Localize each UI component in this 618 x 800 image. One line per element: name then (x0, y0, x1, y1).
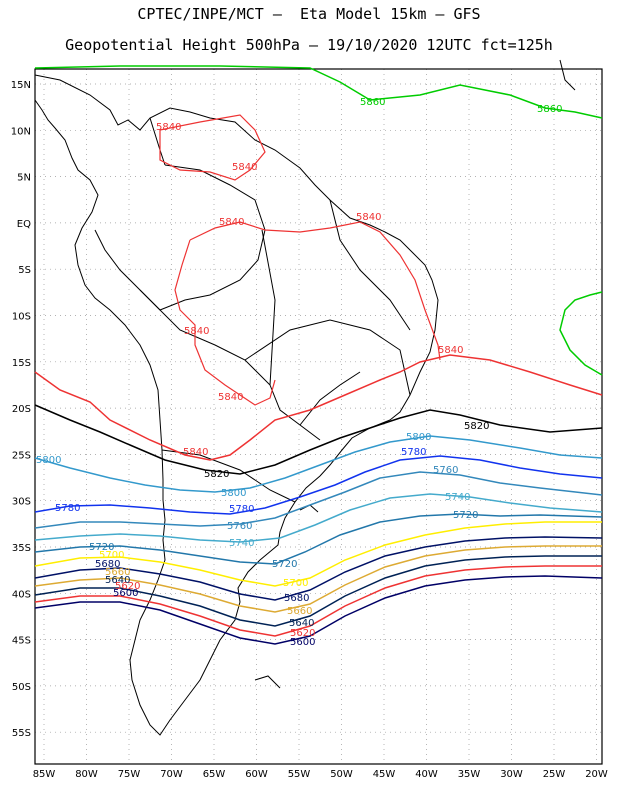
contour-5700 (34, 521, 602, 587)
title-line-1: CPTEC/INPE/MCT – Eta Model 15km – GFS (137, 5, 481, 23)
lon-label: 50W (330, 769, 353, 780)
label-5780-b: 5780 (55, 503, 80, 514)
lon-label: 40W (415, 769, 438, 780)
contour-5860-east (559, 291, 603, 376)
label-5820-b: 5820 (204, 469, 229, 480)
label-5660-b: 5660 (287, 606, 312, 617)
label-5840-g: 5840 (218, 392, 243, 403)
lon-label: 65W (203, 769, 226, 780)
lat-label: 50S (12, 682, 31, 693)
label-5780-c: 5780 (229, 504, 254, 515)
label-5840-b: 5840 (232, 162, 257, 173)
lat-label: 5N (17, 173, 31, 184)
label-5760-b: 5760 (227, 521, 252, 532)
contour-5660 (34, 545, 602, 613)
label-5840-h: 5840 (183, 447, 208, 458)
lat-label: 25S (12, 450, 31, 461)
label-5840-f: 5840 (438, 345, 463, 356)
label-5640-a: 5640 (105, 575, 130, 586)
label-5780-a: 5780 (401, 447, 426, 458)
contour-5840 (34, 354, 603, 461)
lat-label: 45S (12, 636, 31, 647)
lon-label: 35W (458, 769, 481, 780)
graticule (35, 69, 602, 764)
label-5620-b: 5620 (290, 628, 315, 639)
lat-label: 55S (12, 728, 31, 739)
lon-label: 55W (288, 769, 311, 780)
contour-5820 (34, 404, 603, 475)
contour-5740 (34, 493, 603, 543)
contour-5800 (34, 435, 603, 493)
lat-label: 5S (18, 265, 31, 276)
lat-label: 10S (12, 312, 31, 323)
label-5700-a: 5700 (99, 550, 124, 561)
contour-5680 (34, 536, 603, 601)
contour-5760 (34, 471, 603, 529)
label-5660-a: 5660 (105, 567, 130, 578)
label-5600-a: 5600 (113, 588, 138, 599)
contour-5780 (34, 455, 603, 515)
label-5840-a: 5840 (156, 122, 181, 133)
label-5700-b: 5700 (283, 578, 308, 589)
lat-label: 20S (12, 404, 31, 415)
contour-5840-inner (159, 114, 266, 181)
label-5760-a: 5760 (433, 465, 458, 476)
label-5680-a: 5680 (95, 559, 120, 570)
label-5740-b: 5740 (229, 538, 254, 549)
label-5840-e: 5840 (184, 326, 209, 337)
title-line-2: Geopotential Height 500hPa – 19/10/2020 … (65, 36, 553, 54)
lon-label: 75W (118, 769, 141, 780)
map-frame (34, 68, 603, 765)
lon-label: 45W (373, 769, 396, 780)
label-5720-b: 5720 (89, 542, 114, 553)
contour-5860-north (34, 65, 603, 119)
lat-label: 35S (12, 543, 31, 554)
contour-5840-west (174, 239, 276, 406)
lat-label: 15S (12, 358, 31, 369)
lat-label: 30S (12, 497, 31, 508)
label-5820-a: 5820 (464, 421, 489, 432)
coastline (34, 59, 576, 736)
lon-label: 60W (245, 769, 268, 780)
lat-label: 40S (12, 589, 31, 600)
contour-5840-amazon (189, 221, 441, 361)
contour-5720 (34, 513, 603, 565)
lon-label: 20W (585, 769, 608, 780)
label-5720-a: 5720 (453, 510, 478, 521)
label-5800-b: 5800 (406, 432, 431, 443)
lon-label: 70W (160, 769, 183, 780)
lat-label: EQ (17, 219, 31, 230)
label-5800-a: 5800 (36, 455, 61, 466)
label-5740-a: 5740 (445, 492, 470, 503)
lat-label: 15N (11, 80, 31, 91)
lon-label: 80W (75, 769, 98, 780)
label-5800-c: 5800 (221, 488, 246, 499)
label-5680-b: 5680 (284, 593, 309, 604)
label-5600-b: 5600 (290, 637, 315, 648)
label-5840-c: 5840 (219, 217, 244, 228)
label-5840-d: 5840 (356, 212, 381, 223)
lon-label: 30W (500, 769, 523, 780)
lon-label: 25W (543, 769, 566, 780)
label-5860-b: 5860 (537, 104, 562, 115)
label-5860-a: 5860 (360, 97, 385, 108)
contour-5600 (34, 575, 603, 645)
label-5720-c: 5720 (272, 559, 297, 570)
contour-5640 (34, 555, 602, 627)
label-5620-a: 5620 (115, 581, 140, 592)
label-5640-b: 5640 (289, 618, 314, 629)
lon-label: 85W (33, 769, 56, 780)
contour-5620 (34, 565, 602, 637)
lat-label: 10N (11, 126, 31, 137)
